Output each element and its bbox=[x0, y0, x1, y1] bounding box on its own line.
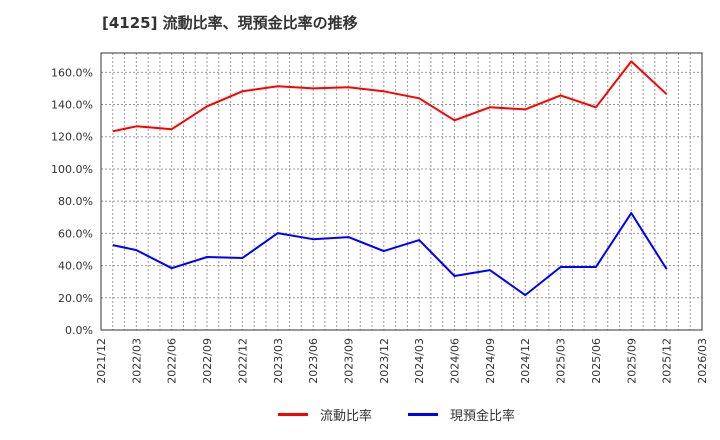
x-tick-label: 2024/03 bbox=[413, 338, 426, 384]
plot-area bbox=[100, 52, 703, 331]
y-tick-label: 140.0% bbox=[51, 99, 93, 112]
x-tick-label: 2025/06 bbox=[590, 338, 603, 384]
y-tick-label: 60.0% bbox=[58, 227, 93, 240]
x-tick-label: 2023/03 bbox=[272, 338, 285, 384]
legend-item-cash-ratio: 現預金比率 bbox=[408, 405, 515, 424]
x-tick-label: 2022/12 bbox=[236, 338, 249, 384]
x-tick-label: 2024/06 bbox=[449, 338, 462, 384]
x-tick-label: 2023/06 bbox=[307, 338, 320, 384]
x-tick-label: 2024/12 bbox=[519, 338, 532, 384]
x-tick-label: 2022/09 bbox=[201, 338, 214, 384]
y-tick-label: 120.0% bbox=[51, 131, 93, 144]
x-tick-label: 2023/09 bbox=[342, 338, 355, 384]
x-tick-label: 2024/09 bbox=[484, 338, 497, 384]
y-tick-label: 80.0% bbox=[58, 195, 93, 208]
series-cash-ratio-line bbox=[112, 212, 668, 297]
x-tick-label: 2025/12 bbox=[661, 338, 674, 384]
legend-item-current-ratio: 流動比率 bbox=[278, 405, 372, 424]
y-tick-label: 100.0% bbox=[51, 163, 93, 176]
x-tick-label: 2023/12 bbox=[378, 338, 391, 384]
x-tick-label: 2021/12 bbox=[95, 338, 108, 384]
x-tick-label: 2026/03 bbox=[696, 338, 709, 384]
x-tick-label: 2022/03 bbox=[130, 338, 143, 384]
y-tick-label: 160.0% bbox=[51, 66, 93, 79]
series-current-ratio-line bbox=[112, 60, 668, 133]
chart-title: [4125] 流動比率、現預金比率の推移 bbox=[102, 14, 358, 32]
x-tick-label: 2022/06 bbox=[166, 338, 179, 384]
y-tick-label: 40.0% bbox=[58, 260, 93, 273]
legend-label: 流動比率 bbox=[320, 409, 373, 424]
legend-label: 現預金比率 bbox=[450, 409, 516, 424]
legend-swatch-red bbox=[278, 413, 308, 416]
y-tick-label: 0.0% bbox=[65, 324, 93, 337]
legend-swatch-blue bbox=[408, 413, 438, 416]
y-tick-label: 20.0% bbox=[58, 292, 93, 305]
x-tick-label: 2025/09 bbox=[625, 338, 638, 384]
x-tick-label: 2025/03 bbox=[555, 338, 568, 384]
